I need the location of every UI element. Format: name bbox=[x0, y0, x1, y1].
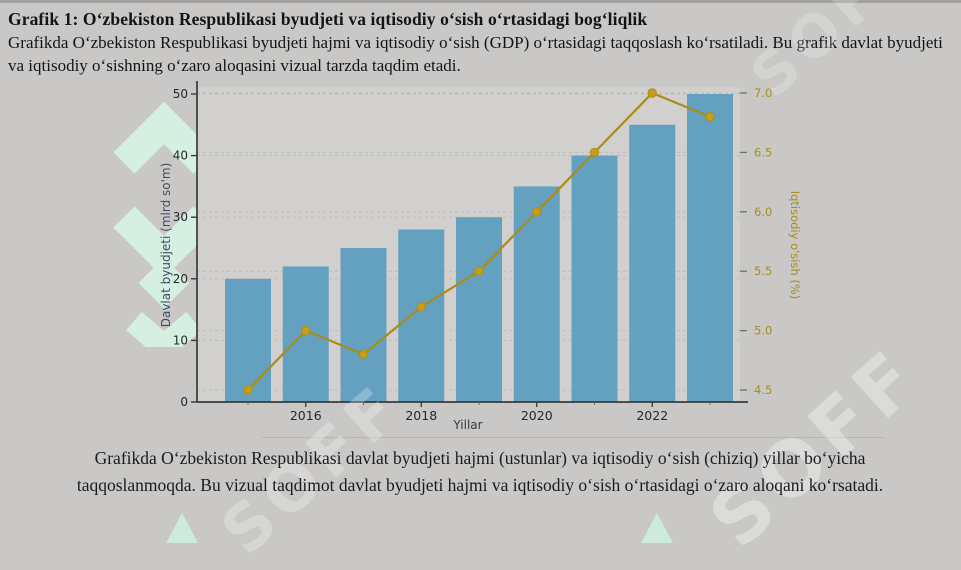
point-2015 bbox=[243, 385, 253, 395]
point-2022 bbox=[647, 88, 657, 98]
svg-text:2022: 2022 bbox=[636, 408, 668, 423]
point-2020 bbox=[532, 207, 542, 217]
svg-text:2016: 2016 bbox=[290, 408, 322, 423]
bar-2021 bbox=[571, 155, 618, 402]
point-2016 bbox=[301, 325, 311, 336]
bar-2023 bbox=[687, 94, 733, 402]
mint-triangle-watermark-left bbox=[166, 513, 198, 543]
page-title: Grafik 1: Oʻzbekiston Respublikasi byudj… bbox=[8, 9, 648, 29]
svg-text:2020: 2020 bbox=[521, 408, 553, 423]
x-axis-label: Yillar bbox=[452, 418, 482, 432]
chart-canvas: 0 10 20 30 40 50 4.5 5.0 5.5 6.0 6.5 7.0 2016 2018 202… bbox=[148, 75, 848, 443]
svg-text:5.0: 5.0 bbox=[754, 324, 772, 338]
bar-2015 bbox=[225, 278, 271, 402]
budget-gdp-chart: 0 10 20 30 40 50 4.5 5.0 5.5 6.0 6.5 7.0 2016 2018 202… bbox=[159, 81, 802, 432]
svg-text:7.0: 7.0 bbox=[754, 86, 772, 100]
svg-text:40: 40 bbox=[173, 149, 188, 163]
svg-text:6.5: 6.5 bbox=[754, 145, 772, 159]
point-2018 bbox=[416, 302, 426, 312]
svg-text:0: 0 bbox=[180, 395, 188, 409]
bar-2019 bbox=[456, 217, 502, 402]
point-2019 bbox=[474, 266, 484, 276]
bar-2022 bbox=[629, 124, 676, 403]
right-axis-label: Iqtisodiy o'sish (%) bbox=[788, 191, 802, 300]
budget-bars bbox=[225, 94, 733, 403]
chart-caption: Grafikda Oʻzbekiston Respublikasi davlat… bbox=[76, 448, 884, 495]
svg-text:6.0: 6.0 bbox=[754, 205, 772, 219]
left-axis-label: Davlat byudjeti (mlrd so'm) bbox=[159, 163, 173, 328]
point-2017 bbox=[358, 349, 369, 360]
point-2021 bbox=[589, 147, 600, 158]
svg-text:10: 10 bbox=[173, 333, 188, 347]
svg-text:50: 50 bbox=[173, 87, 188, 101]
bar-2017 bbox=[340, 248, 387, 402]
svg-text:30: 30 bbox=[173, 210, 188, 224]
mint-triangle-watermark-right bbox=[641, 513, 673, 543]
divider-line bbox=[262, 437, 885, 438]
gdp-line bbox=[243, 88, 715, 395]
svg-text:2018: 2018 bbox=[405, 408, 437, 423]
point-2023 bbox=[705, 112, 715, 122]
bar-2018 bbox=[398, 229, 445, 402]
svg-text:4.5: 4.5 bbox=[754, 383, 772, 397]
svg-text:5.5: 5.5 bbox=[754, 264, 772, 278]
bar-2020 bbox=[513, 186, 560, 402]
page-description: Grafikda Oʻzbekiston Respublikasi byudje… bbox=[8, 33, 943, 75]
svg-text:20: 20 bbox=[173, 272, 188, 286]
